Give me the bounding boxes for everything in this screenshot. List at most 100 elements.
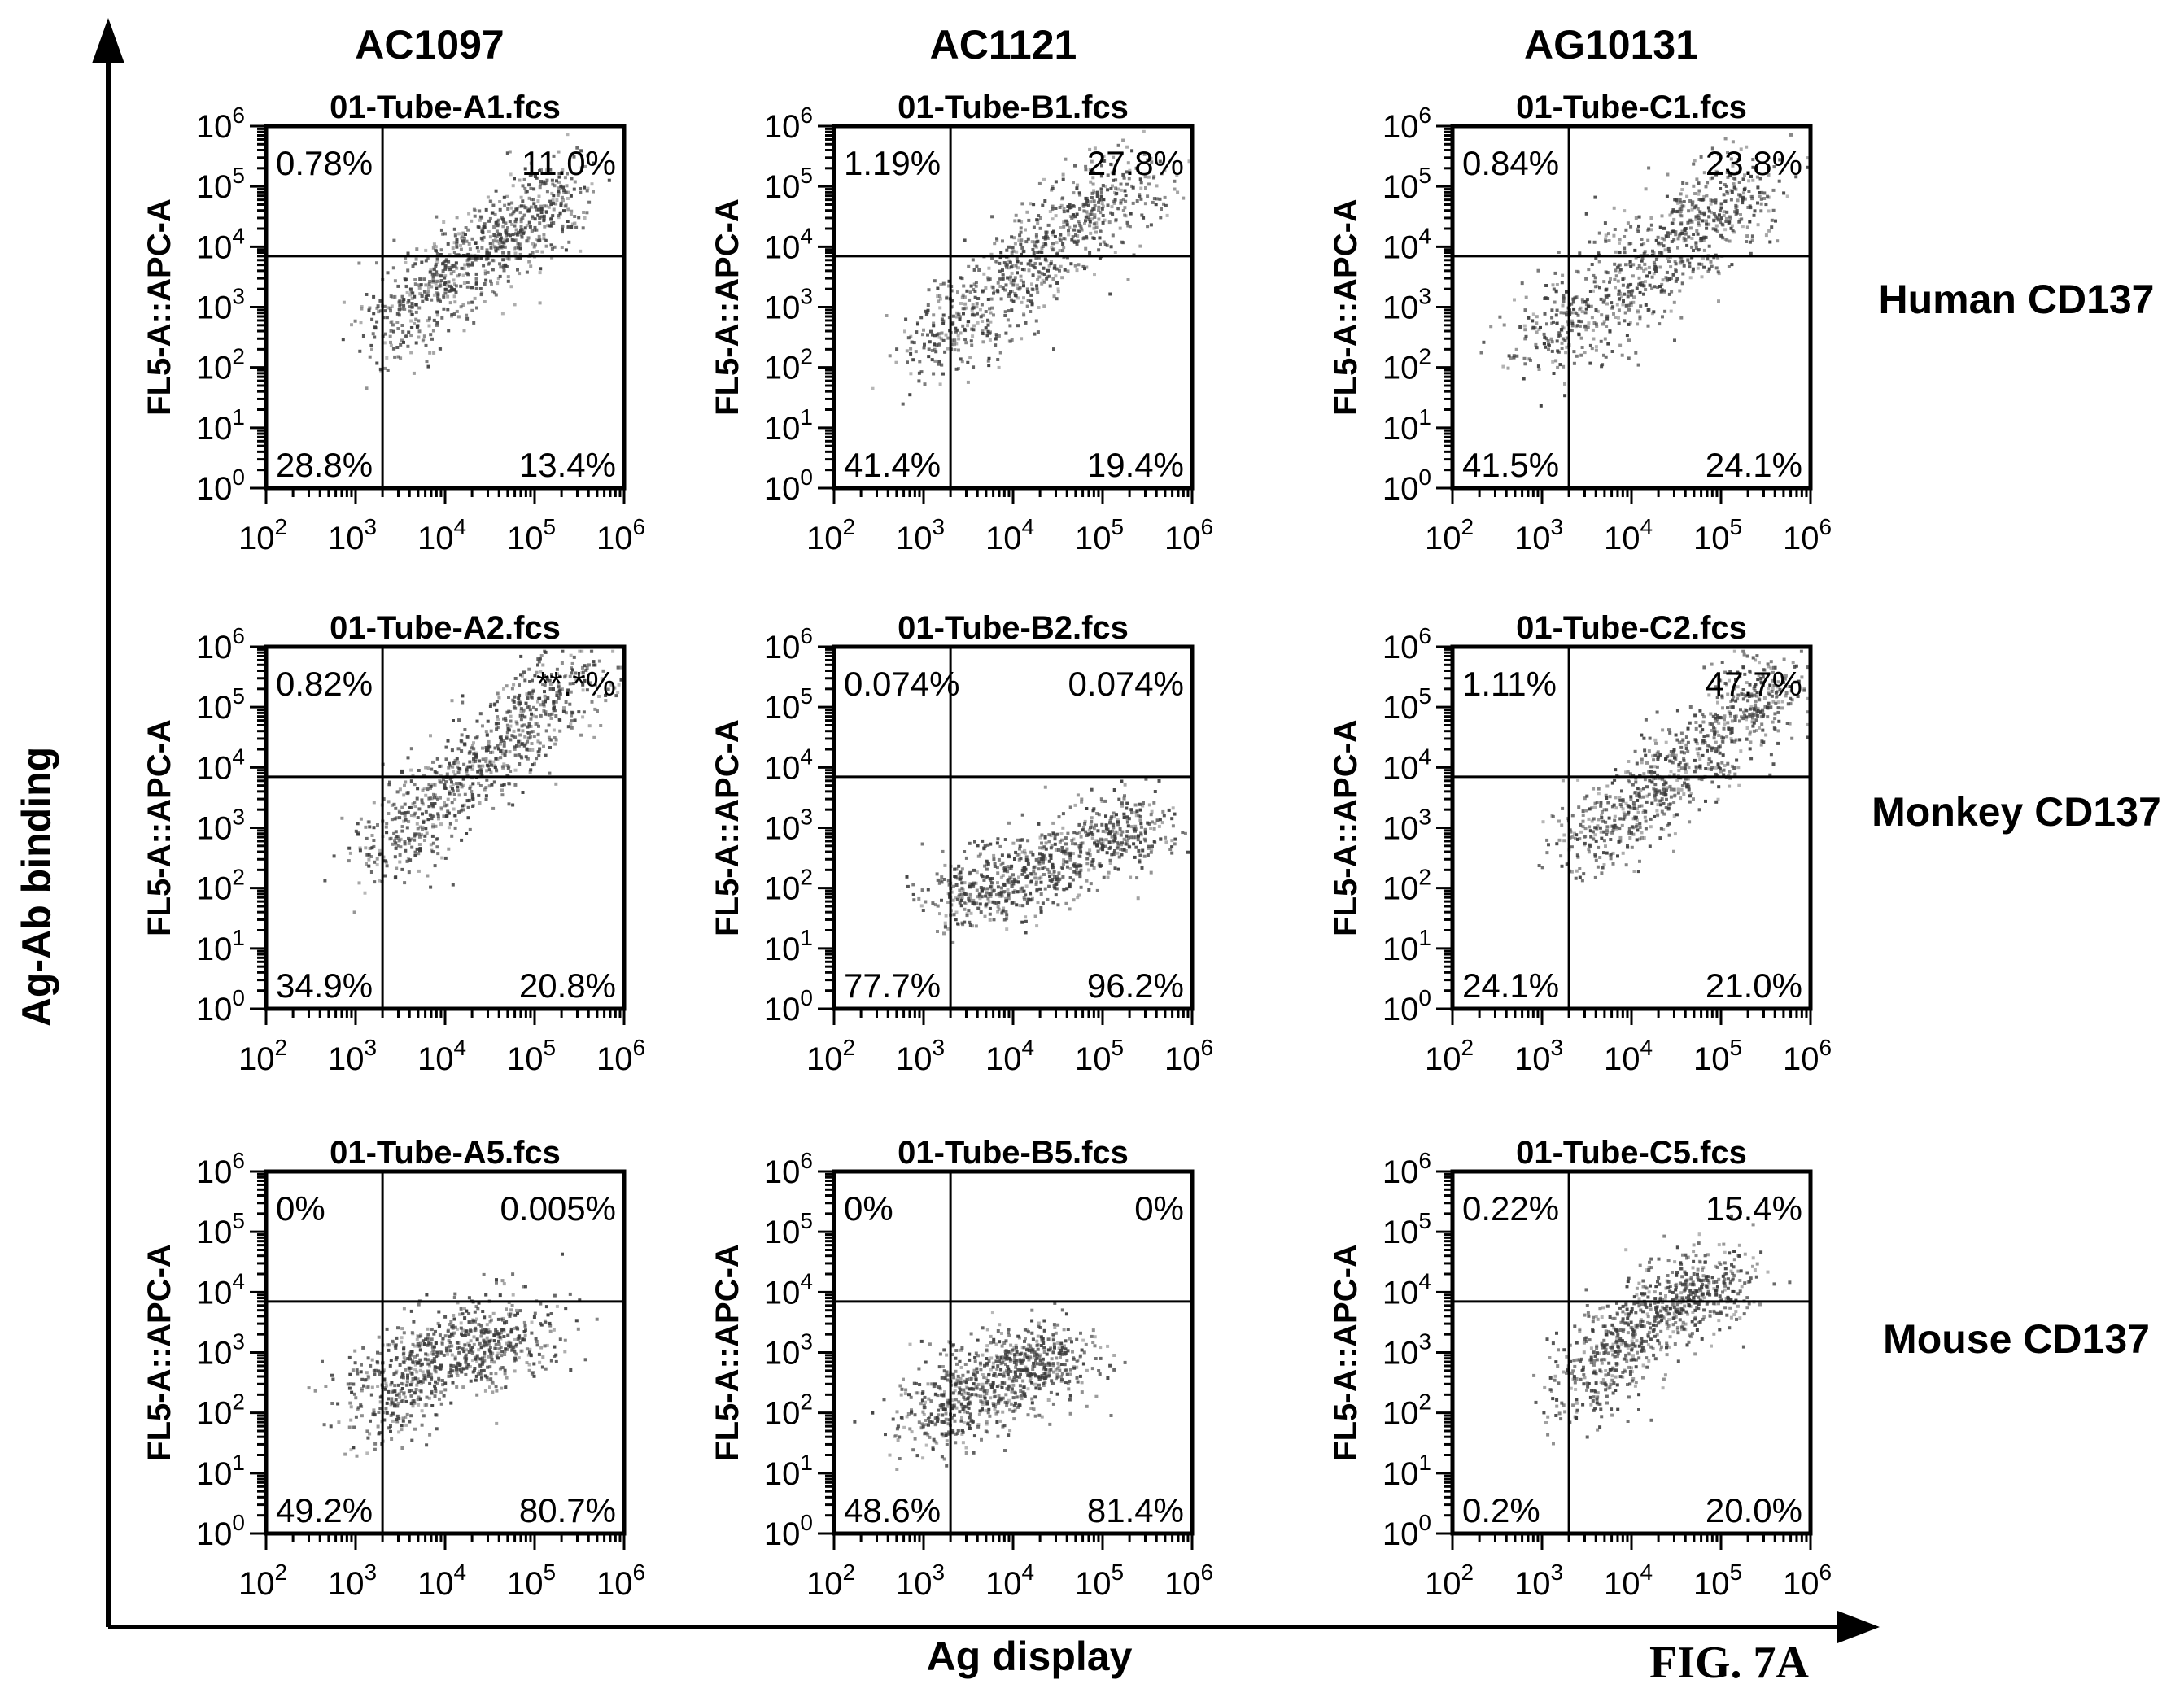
panel-3-event — [556, 672, 559, 676]
panel-4-event — [1138, 802, 1142, 806]
panel-3-event — [544, 710, 548, 714]
panel-3-event — [616, 665, 620, 670]
panel-0-event — [404, 277, 408, 281]
panel-1-event — [1119, 182, 1123, 186]
panel-2-event — [1724, 199, 1728, 203]
panel-0-event — [443, 274, 448, 278]
panel-4-event — [1037, 862, 1042, 866]
panel-3-event — [456, 770, 461, 774]
panel-3-event — [407, 836, 410, 840]
panel-3-event — [545, 713, 549, 717]
panel-4-event — [1071, 842, 1074, 846]
panel-0-event — [531, 198, 535, 202]
panel-0-event — [569, 212, 573, 216]
panel-3-quadrant-lower-right: 20.8% — [519, 966, 616, 1005]
panel-4-event — [959, 897, 963, 901]
panel-4-event — [1043, 857, 1047, 861]
panel-4-event — [1072, 831, 1077, 835]
panel-2-event — [1690, 220, 1694, 224]
panel-1-event — [1088, 220, 1092, 224]
panel-0-event — [557, 180, 561, 184]
panel-0-event — [350, 323, 353, 327]
panel-0-y-tick-label: 100 — [196, 465, 245, 507]
panel-3-event — [557, 683, 561, 687]
panel-1-event — [954, 329, 958, 333]
panel-2-event — [1555, 321, 1559, 325]
panel-0-event — [525, 224, 529, 228]
panel-2-event — [1717, 152, 1721, 156]
panel-4-event — [940, 898, 943, 902]
panel-4-event — [984, 875, 988, 879]
panel-2-event — [1687, 209, 1691, 213]
panel-1-event — [1026, 262, 1030, 266]
panel-1-event — [1114, 186, 1118, 190]
panel-2-event — [1613, 277, 1617, 281]
panel-2-event — [1755, 175, 1759, 179]
panel-1-event — [912, 341, 916, 345]
panel-1-event — [969, 339, 973, 343]
panel-1-event — [1037, 250, 1042, 254]
panel-2-event — [1550, 316, 1554, 320]
panel-1-event — [1005, 248, 1009, 252]
panel-4-event — [1043, 866, 1047, 869]
panel-1-event — [1036, 218, 1040, 222]
panel-3-event — [446, 739, 450, 743]
panel-1-event — [1099, 174, 1103, 178]
panel-3-event — [409, 805, 413, 809]
panel-4-event — [1043, 887, 1047, 891]
panel-0-event — [437, 284, 441, 288]
panel-1-event — [1155, 184, 1159, 188]
panel-5-event — [1636, 828, 1640, 832]
panel-1-event — [1111, 184, 1114, 188]
panel-3-event — [465, 768, 469, 772]
panel-0-event — [403, 307, 407, 311]
panel-3-event — [347, 846, 352, 850]
panel-0-event — [551, 214, 555, 218]
panel-1-event — [1034, 235, 1038, 239]
panel-5-event — [1677, 740, 1681, 744]
panel-2-event — [1545, 322, 1548, 326]
panel-0-event — [537, 234, 541, 238]
panel-2-event — [1640, 283, 1644, 287]
panel-1-event — [1100, 207, 1104, 211]
panel-2-event — [1640, 256, 1645, 260]
panel-5-event — [1698, 709, 1702, 713]
panel-4-event — [1146, 821, 1150, 825]
panel-1-event — [1019, 278, 1023, 282]
panel-5-event — [1604, 793, 1608, 797]
panel-0-event — [457, 232, 461, 236]
panel-4-event — [961, 888, 965, 892]
panel-0-event — [577, 216, 581, 220]
panel-1-event — [914, 350, 918, 354]
panel-0-event — [466, 228, 470, 232]
panel-0-event — [456, 274, 460, 278]
panel-1-event — [954, 330, 958, 334]
panel-4-event — [978, 894, 982, 898]
panel-3-y-tick-label: 104 — [196, 744, 245, 786]
panel-1-event — [1138, 244, 1142, 248]
panel-4-event — [1058, 878, 1061, 882]
panel-5-event — [1769, 705, 1773, 709]
panel-3-event — [536, 739, 540, 744]
panel-3-event — [450, 699, 454, 703]
panel-4-event — [1016, 890, 1020, 894]
panel-0-event — [486, 270, 490, 274]
panel-1-event — [978, 308, 982, 312]
panel-4-event — [1021, 866, 1025, 870]
panel-0-event — [460, 236, 464, 240]
panel-0-event — [456, 315, 461, 319]
panel-3-event — [447, 811, 451, 815]
panel-2-event — [1523, 362, 1527, 366]
panel-2-event — [1563, 382, 1566, 386]
panel-2-event — [1700, 275, 1704, 279]
panel-5-event — [1658, 777, 1662, 781]
panel-0-event — [446, 308, 450, 312]
panel-5-event — [1698, 724, 1702, 728]
panel-3-event — [571, 682, 575, 686]
panel-5-event — [1697, 777, 1701, 781]
panel-2-event — [1728, 173, 1732, 177]
panel-0-event — [500, 237, 505, 241]
panel-3-event — [614, 694, 618, 698]
panel-3-event — [332, 854, 336, 858]
panel-3-event — [563, 675, 567, 679]
